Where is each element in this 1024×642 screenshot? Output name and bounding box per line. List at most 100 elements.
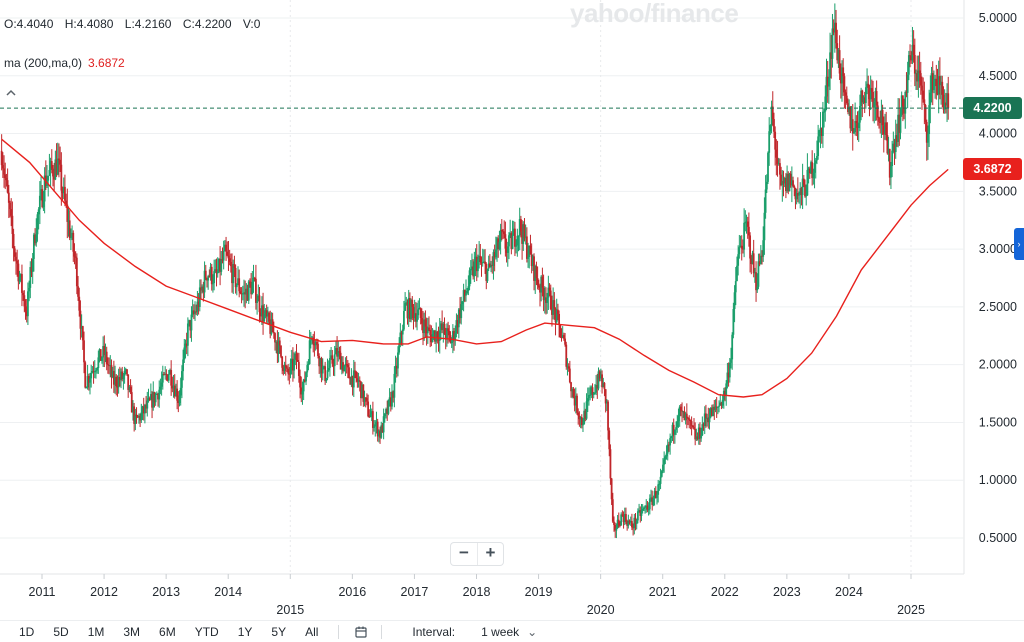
candle-body <box>838 50 841 74</box>
candle <box>874 87 877 121</box>
candle <box>430 325 433 347</box>
zoom-out-button[interactable]: − <box>459 543 469 562</box>
candle <box>537 279 540 291</box>
candle-body <box>770 106 773 126</box>
candle <box>543 286 546 314</box>
candle <box>702 422 705 431</box>
candle-body <box>360 381 362 399</box>
candle-body <box>218 258 220 272</box>
candle-body <box>888 149 891 178</box>
candle <box>120 368 122 389</box>
range-3m-button[interactable]: 3M <box>123 624 141 639</box>
candle-body <box>306 365 309 373</box>
candle-body <box>207 276 210 281</box>
candle-body <box>584 410 587 419</box>
candle <box>301 381 304 405</box>
candle <box>394 355 397 383</box>
candle-body <box>923 99 926 106</box>
candle <box>223 240 226 252</box>
range-1y-button[interactable]: 1Y <box>237 624 253 639</box>
candle-body <box>666 444 669 454</box>
candle <box>566 358 569 376</box>
range-ytd-button[interactable]: YTD <box>194 624 219 639</box>
indicator-label[interactable]: ma (200,ma,0) <box>4 56 83 70</box>
candle <box>154 392 157 406</box>
candle <box>837 47 840 68</box>
candle-body <box>138 415 140 418</box>
candle <box>763 197 766 255</box>
candle-body <box>710 407 713 417</box>
candle <box>502 229 504 240</box>
range-1d-button[interactable]: 1D <box>19 624 35 639</box>
candle <box>282 365 285 376</box>
candle-body <box>534 266 537 281</box>
candle-body <box>62 186 65 194</box>
interval-dropdown[interactable]: 1 week ⌄ <box>481 625 537 639</box>
candle <box>127 374 130 398</box>
candle <box>540 275 543 302</box>
candle-body <box>413 313 416 319</box>
candle <box>403 300 405 331</box>
candle-body <box>839 73 842 84</box>
candle <box>602 377 605 388</box>
candle <box>825 58 828 111</box>
candle <box>712 404 714 417</box>
calendar-icon[interactable] <box>355 626 368 638</box>
candle <box>599 368 602 381</box>
candle <box>333 345 336 377</box>
candle <box>847 98 849 115</box>
candle-body <box>459 309 461 319</box>
candle <box>142 397 145 421</box>
candle-body <box>585 401 588 419</box>
candle <box>25 299 28 323</box>
candle-body <box>404 303 407 311</box>
candle <box>153 391 156 408</box>
candle <box>197 293 200 315</box>
range-1m-button[interactable]: 1M <box>87 624 105 639</box>
last-price-tag: 4.2200 <box>963 97 1022 119</box>
range-6m-button[interactable]: 6M <box>159 624 176 639</box>
candle <box>826 60 829 103</box>
indicator-legend[interactable]: ma (200,ma,0) 3.6872 <box>4 56 125 70</box>
candle <box>536 266 539 290</box>
candle <box>404 292 407 311</box>
candle-body <box>864 87 867 104</box>
range-all-button[interactable]: All <box>305 624 319 639</box>
candle <box>813 153 816 189</box>
candle-body <box>80 326 83 329</box>
candle-body <box>928 105 931 135</box>
candle <box>457 307 460 339</box>
candle <box>77 275 79 301</box>
candle-body <box>557 309 559 314</box>
candle <box>371 401 374 435</box>
candle <box>349 376 352 385</box>
candle <box>283 361 286 375</box>
candle-body <box>701 424 704 436</box>
candle-body <box>678 406 681 417</box>
candle-body <box>143 405 146 414</box>
candle <box>548 283 551 297</box>
candle <box>617 512 620 528</box>
candle-body <box>870 88 873 92</box>
candle-body <box>744 222 747 224</box>
range-5d-button[interactable]: 5D <box>53 624 69 639</box>
candle <box>622 511 625 529</box>
candle <box>155 391 158 395</box>
range-5y-button[interactable]: 5Y <box>271 624 287 639</box>
candle-body <box>499 229 502 242</box>
expand-panel-button[interactable]: › <box>1014 228 1024 260</box>
candle-body <box>732 308 735 335</box>
candle-body <box>85 387 88 389</box>
candle <box>432 329 435 340</box>
candle <box>851 104 854 151</box>
zoom-in-button[interactable]: + <box>477 543 503 565</box>
collapse-legend-icon[interactable] <box>6 87 16 99</box>
candle <box>656 490 658 505</box>
candle <box>561 326 564 339</box>
candle <box>235 283 238 296</box>
candle-body <box>277 340 280 354</box>
candle-body <box>869 88 872 100</box>
candle-body <box>440 323 442 331</box>
